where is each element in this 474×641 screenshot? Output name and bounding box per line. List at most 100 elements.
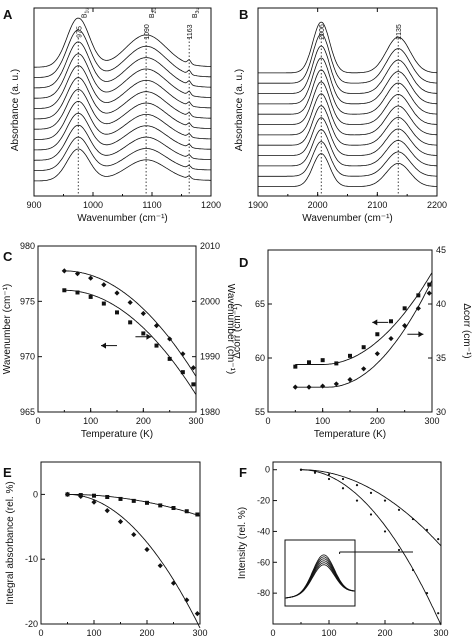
data-point-D-0 xyxy=(334,361,339,366)
spectrum-line-A xyxy=(34,65,211,109)
x-tick-label-E: 0 xyxy=(38,628,43,638)
spectrum-line-B xyxy=(258,21,437,74)
data-point-F-1 xyxy=(327,477,331,481)
data-point-F-1 xyxy=(299,468,303,471)
spectrum-line-B xyxy=(258,69,438,115)
data-point-D-1 xyxy=(415,305,421,311)
x-tick-label-B: 1900 xyxy=(248,200,268,210)
spectrum-line-A xyxy=(34,124,211,161)
x-tick-label-C: 0 xyxy=(35,416,40,426)
fit-curve-D-1 xyxy=(295,280,433,388)
data-point-F-1 xyxy=(369,513,373,516)
data-point-E-0 xyxy=(131,498,136,503)
data-point-E-1 xyxy=(104,508,110,514)
y-axis-label-A: Absorbance (a. u.) xyxy=(10,69,21,151)
y-tick-label-C: 970 xyxy=(20,352,35,362)
data-point-C-1 xyxy=(153,323,160,329)
data-point-E-1 xyxy=(144,546,150,553)
x-tick-label-D: 0 xyxy=(265,416,270,426)
data-point-E-0 xyxy=(195,512,200,517)
data-point-D-0 xyxy=(348,353,352,358)
data-point-C-0 xyxy=(128,320,133,325)
axis-arrow-C-1-head xyxy=(146,333,152,340)
peak-label-A: 1090 xyxy=(144,24,151,40)
data-point-E-0 xyxy=(184,509,189,514)
plot-frame-B xyxy=(257,7,438,197)
data-point-D-0 xyxy=(320,358,325,363)
plot-frame-D xyxy=(267,249,433,413)
data-point-D-0 xyxy=(293,364,298,369)
y-tick-label-F: -60 xyxy=(257,557,270,567)
y-tick-label-D: 55 xyxy=(255,407,265,417)
data-point-D-1 xyxy=(347,377,353,383)
data-point-E-0 xyxy=(145,500,149,505)
peak-symmetry-A: B1u xyxy=(81,8,90,18)
y-tick-label-F: -80 xyxy=(257,588,270,598)
data-point-D-1 xyxy=(402,323,408,329)
y2-tick-label-C: 2000 xyxy=(200,296,220,306)
y2-tick-label-C: 1990 xyxy=(200,352,220,362)
fit-curve-C-1 xyxy=(64,270,197,377)
y2-axis-label-D: Δcorr (cm⁻¹) xyxy=(461,303,472,358)
peak-label-B: 2006 xyxy=(319,24,326,40)
x-tick-label-E: 200 xyxy=(139,628,154,638)
x-tick-label-B: 2200 xyxy=(427,200,447,210)
y-axis-label-B: Absorbance (a. u.) xyxy=(234,69,245,151)
y-tick-label-E: -10 xyxy=(25,554,38,564)
spectrum-line-A xyxy=(34,29,211,78)
x-tick-label-A: 900 xyxy=(26,200,41,210)
data-point-C-0 xyxy=(191,382,196,387)
data-point-F-1 xyxy=(397,548,401,552)
x-tick-label-A: 1000 xyxy=(83,200,103,210)
data-point-C-1 xyxy=(127,299,133,306)
data-point-C-0 xyxy=(180,370,185,375)
x-tick-label-A: 1200 xyxy=(201,200,221,210)
data-point-E-0 xyxy=(158,503,163,508)
data-point-C-0 xyxy=(62,288,67,293)
panel-letter-B: B xyxy=(239,7,248,22)
y-axis-label-E: Integral absorbance (rel. %) xyxy=(5,481,16,604)
data-point-C-0 xyxy=(154,343,159,348)
data-point-E-1 xyxy=(78,493,84,499)
y2-tick-label-D: 35 xyxy=(436,353,446,363)
data-point-D-1 xyxy=(333,381,339,387)
spectra-A xyxy=(34,17,212,182)
y-tick-label-E: 0 xyxy=(33,489,38,499)
peak-symmetry-A: B3u xyxy=(192,8,201,18)
spectrum-line-B xyxy=(258,129,437,167)
y-tick-label-C: 980 xyxy=(20,241,35,251)
y2-tick-label-C: 1980 xyxy=(200,407,220,417)
data-point-E-0 xyxy=(171,506,176,511)
x-axis-label-D: Temperature (K) xyxy=(314,429,386,440)
axis-arrow-D-1-head xyxy=(418,331,424,338)
x-tick-label-F: 200 xyxy=(377,628,392,638)
x-tick-label-C: 100 xyxy=(83,416,98,426)
data-point-C-1 xyxy=(74,271,81,277)
fit-curve-F-1 xyxy=(301,469,442,626)
data-point-D-0 xyxy=(427,282,432,287)
inset-spectra-F xyxy=(284,554,356,599)
data-point-D-1 xyxy=(388,335,394,342)
x-axis-label-A: Wavenumber (cm⁻¹) xyxy=(77,213,167,224)
data-point-F-0 xyxy=(327,473,331,476)
data-point-C-1 xyxy=(88,275,94,281)
axis-arrow-D-0-head xyxy=(372,319,378,326)
plot-frame-C xyxy=(37,245,197,413)
data-point-D-1 xyxy=(374,351,380,357)
y-tick-label-C: 975 xyxy=(20,296,35,306)
plot-frame-A xyxy=(33,7,212,197)
x-tick-label-E: 100 xyxy=(86,628,101,638)
x-tick-label-F: 0 xyxy=(270,628,275,638)
x-tick-label-C: 300 xyxy=(188,416,203,426)
spectrum-line-A xyxy=(34,41,211,89)
data-point-F-1 xyxy=(355,499,359,502)
panel-letter-D: D xyxy=(239,255,248,270)
data-point-E-1 xyxy=(184,597,190,603)
data-point-E-1 xyxy=(131,531,137,538)
spectrum-line-A xyxy=(34,148,211,182)
data-point-E-1 xyxy=(194,611,200,617)
data-point-F-1 xyxy=(411,568,415,572)
spectrum-line-A xyxy=(34,112,212,151)
data-point-F-1 xyxy=(425,592,429,595)
x-tick-label-F: 100 xyxy=(321,628,336,638)
